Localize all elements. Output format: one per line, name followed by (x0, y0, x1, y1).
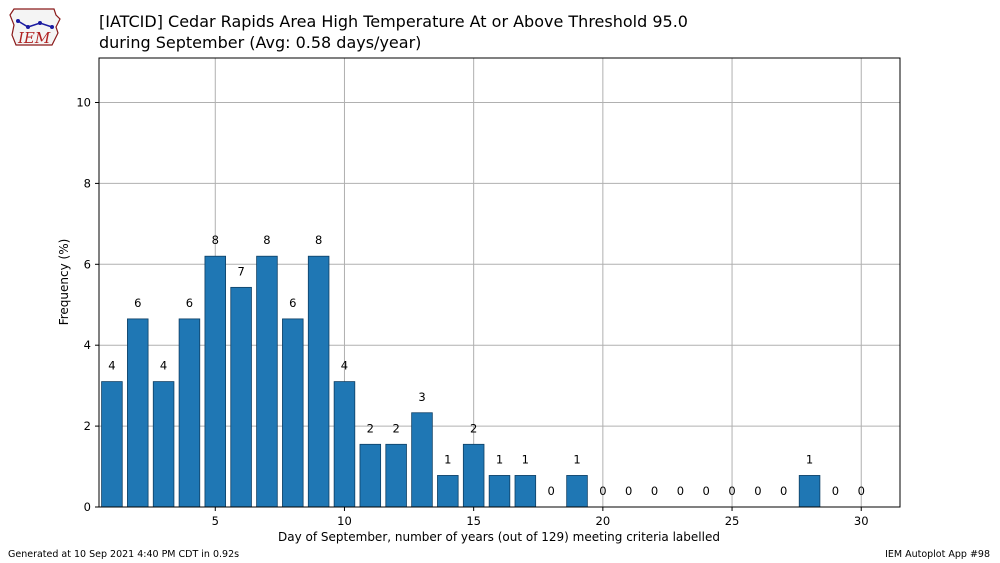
y-tick-label: 2 (84, 419, 91, 433)
bar-count-label: 6 (134, 296, 141, 310)
x-axis-ticks: 5 10 15 20 25 30 (212, 507, 869, 528)
x-axis-label: Day of September, number of years (out o… (278, 530, 720, 544)
bar-count-label: 8 (263, 233, 270, 247)
x-tick-label: 5 (212, 514, 219, 528)
bar-count-label: 1 (522, 452, 529, 466)
bar-day-10 (333, 381, 356, 508)
bars-group (101, 255, 821, 508)
bar-count-label: 1 (496, 452, 503, 466)
bar-count-label: 0 (858, 484, 865, 498)
bar-count-label: 3 (418, 390, 425, 404)
plot-frame (98, 57, 901, 508)
bar-day-12 (385, 443, 407, 508)
bar-count-label: 6 (186, 296, 193, 310)
bar-count-label: 0 (703, 484, 710, 498)
y-tick-label: 8 (84, 176, 91, 190)
y-axis-ticks: 0 2 4 6 8 10 (76, 95, 99, 514)
bar-day-1 (101, 381, 123, 508)
bar-count-label: 0 (780, 484, 787, 498)
bar-day-15 (462, 443, 485, 508)
bar-day-28 (798, 475, 821, 508)
bar-count-label: 8 (212, 233, 219, 247)
x-tick-label: 30 (854, 514, 869, 528)
bar-count-label: 1 (444, 452, 451, 466)
chart-subtitle: during September (Avg: 0.58 days/year) (99, 33, 421, 52)
bar-count-label: 6 (289, 296, 296, 310)
bar-count-label: 0 (754, 484, 761, 498)
bar-count-label: 0 (548, 484, 555, 498)
bar-labels-group: 4 6 4 6 8 7 8 6 8 4 2 2 3 1 2 1 1 0 1 0 0 0 0 0 0 0 0 1 0 0 (108, 233, 865, 498)
bar-day-13 (411, 412, 433, 508)
generated-footer: Generated at 10 Sep 2021 4:40 PM CDT in … (8, 549, 240, 560)
bar-day-17 (514, 475, 537, 508)
bar-day-3 (152, 381, 175, 508)
bar-count-label: 0 (651, 484, 658, 498)
bar-count-label: 4 (341, 359, 348, 373)
y-tick-label: 4 (84, 338, 91, 352)
bar-day-5 (204, 255, 227, 508)
bar-count-label: 0 (832, 484, 839, 498)
bar-day-14 (437, 475, 459, 508)
y-tick-label: 10 (76, 95, 91, 109)
iem-logo: IEM (9, 8, 61, 47)
bar-count-label: 2 (470, 421, 477, 435)
bar-count-label: 2 (392, 421, 399, 435)
bar-day-6 (230, 286, 252, 508)
bar-day-7 (256, 255, 278, 508)
app-footer: IEM Autoplot App #98 (885, 549, 990, 560)
bar-day-11 (359, 443, 382, 508)
y-tick-label: 6 (84, 257, 91, 271)
x-tick-label: 20 (596, 514, 611, 528)
bar-day-2 (127, 318, 149, 508)
bar-day-9 (307, 255, 330, 508)
chart-title: [IATCID] Cedar Rapids Area High Temperat… (99, 12, 688, 31)
bar-count-label: 8 (315, 233, 322, 247)
bar-count-label: 7 (237, 264, 244, 278)
y-axis-label: Frequency (%) (57, 239, 71, 326)
bar-day-4 (178, 318, 201, 508)
x-tick-label: 15 (466, 514, 481, 528)
bar-count-label: 0 (625, 484, 632, 498)
bar-count-label: 0 (728, 484, 735, 498)
x-tick-label: 25 (725, 514, 740, 528)
bar-day-8 (282, 318, 304, 508)
bar-count-label: 1 (573, 452, 580, 466)
logo-text: IEM (17, 29, 51, 47)
bar-count-label: 0 (677, 484, 684, 498)
bar-count-label: 1 (806, 452, 813, 466)
bar-count-label: 2 (367, 421, 374, 435)
bar-count-label: 4 (108, 359, 115, 373)
bar-day-19 (566, 475, 588, 508)
bar-count-label: 0 (599, 484, 606, 498)
x-tick-label: 10 (337, 514, 352, 528)
bar-count-label: 4 (160, 359, 167, 373)
y-tick-label: 0 (84, 500, 91, 514)
bar-day-16 (488, 475, 511, 508)
